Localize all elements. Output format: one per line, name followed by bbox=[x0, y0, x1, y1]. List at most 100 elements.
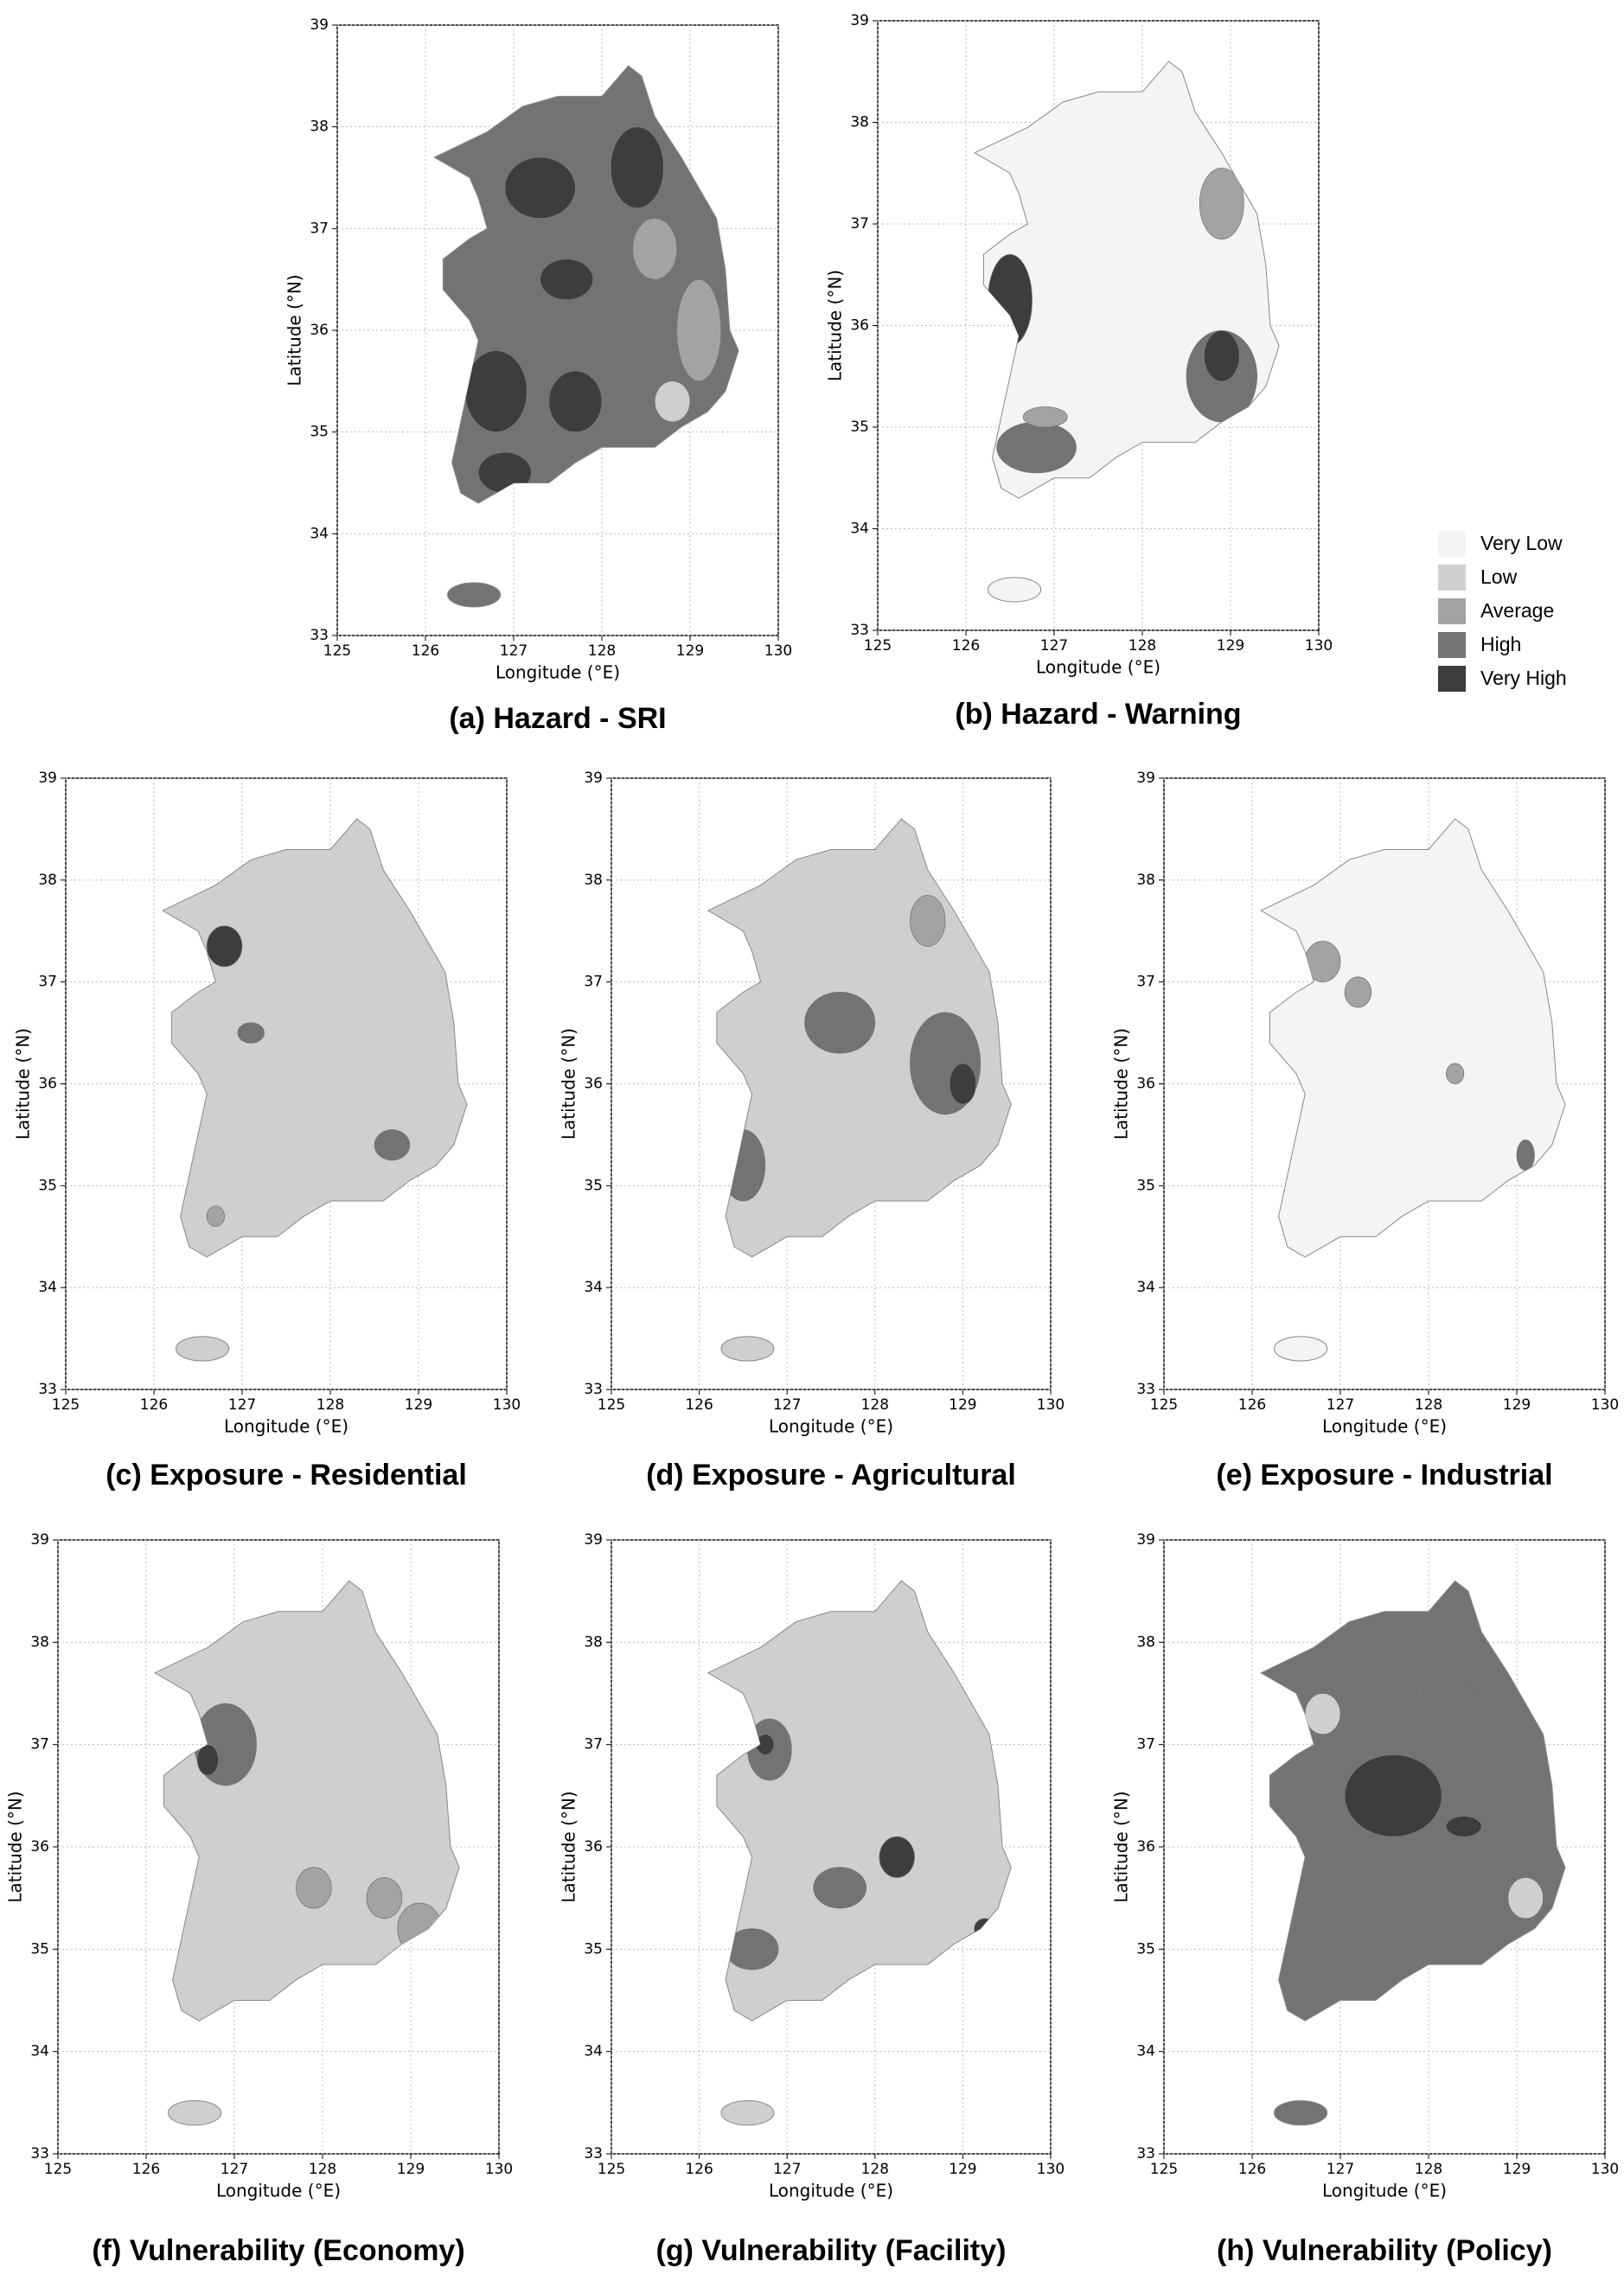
y-axis-label: Latitude (°N) bbox=[1111, 1791, 1132, 1902]
region-patch bbox=[1199, 167, 1244, 240]
y-tick-label: 39 bbox=[310, 16, 329, 34]
regions bbox=[464, 126, 722, 494]
x-tick-label: 128 bbox=[861, 1396, 889, 1414]
y-tick-label: 37 bbox=[1136, 974, 1155, 991]
region-patch bbox=[548, 370, 603, 433]
y-tick-label: 37 bbox=[30, 1736, 49, 1753]
x-tick-label: 125 bbox=[598, 2161, 625, 2178]
y-tick-label: 39 bbox=[1136, 770, 1155, 787]
x-tick-label: 128 bbox=[1415, 2161, 1442, 2178]
region-patch bbox=[464, 350, 527, 433]
y-tick-label: 36 bbox=[1136, 1838, 1155, 1856]
x-tick-label: 126 bbox=[685, 2161, 713, 2178]
region-patch bbox=[1344, 976, 1372, 1008]
y-tick-label: 38 bbox=[584, 1633, 603, 1651]
x-tick-label: 126 bbox=[685, 1396, 713, 1414]
x-tick-label: 129 bbox=[949, 1396, 976, 1414]
y-tick-label: 36 bbox=[310, 322, 329, 339]
y-axis-label: Latitude (°N) bbox=[559, 1791, 579, 1902]
legend-label: Low bbox=[1480, 565, 1518, 588]
y-tick-label: 39 bbox=[584, 770, 603, 787]
y-tick-label: 38 bbox=[584, 872, 603, 889]
y-axis-label: Latitude (°N) bbox=[13, 1028, 34, 1140]
y-tick-label: 37 bbox=[850, 215, 869, 233]
region-patch bbox=[813, 1867, 867, 1909]
x-tick-label: 130 bbox=[764, 642, 792, 660]
x-tick-label: 127 bbox=[1327, 2161, 1354, 2178]
legend-swatch bbox=[1438, 531, 1466, 557]
panel-title: (b) Hazard - Warning bbox=[955, 698, 1241, 731]
x-tick-label: 127 bbox=[773, 1396, 801, 1414]
y-tick-label: 34 bbox=[310, 525, 329, 542]
panel-title: (e) Exposure - Industrial bbox=[1216, 1459, 1552, 1492]
y-tick-label: 38 bbox=[38, 872, 57, 889]
x-tick-label: 125 bbox=[1150, 2161, 1178, 2178]
region-patch bbox=[1446, 1063, 1465, 1084]
region-patch bbox=[1516, 1139, 1535, 1172]
y-tick-label: 33 bbox=[1136, 1381, 1155, 1398]
y-tick-label: 36 bbox=[584, 1076, 603, 1093]
x-tick-label: 127 bbox=[228, 1396, 256, 1414]
region-patch bbox=[237, 1022, 265, 1044]
region-patch bbox=[996, 421, 1077, 474]
y-tick-label: 35 bbox=[584, 1177, 603, 1194]
region-patch bbox=[654, 380, 691, 423]
y-tick-label: 33 bbox=[584, 2145, 603, 2162]
region-patch bbox=[804, 992, 876, 1054]
map-panel: 125 126 127 128 129 130 33 34 35 36 37 38 39 Longitud… bbox=[559, 1531, 1065, 2267]
y-tick-label: 35 bbox=[1136, 1940, 1155, 1958]
x-tick-label: 125 bbox=[598, 1396, 625, 1414]
legend-label: Very High bbox=[1480, 667, 1567, 689]
y-tick-label: 33 bbox=[38, 1381, 57, 1398]
x-tick-label: 127 bbox=[1327, 1396, 1354, 1414]
y-tick-label: 37 bbox=[584, 974, 603, 991]
region-patch bbox=[1022, 406, 1068, 428]
region-patch bbox=[1344, 1754, 1442, 1837]
y-tick-label: 35 bbox=[310, 424, 329, 441]
y-axis-label: Latitude (°N) bbox=[1111, 1028, 1132, 1140]
x-tick-label: 125 bbox=[323, 642, 351, 660]
legend-swatch bbox=[1438, 565, 1466, 591]
y-tick-label: 38 bbox=[1136, 1633, 1155, 1651]
island bbox=[447, 582, 502, 608]
region-patch bbox=[632, 218, 678, 280]
x-tick-label: 127 bbox=[1040, 637, 1068, 655]
region-patch bbox=[1204, 329, 1240, 382]
region-patch bbox=[676, 278, 722, 382]
x-tick-label: 127 bbox=[221, 2161, 248, 2178]
legend-swatch bbox=[1438, 666, 1466, 692]
land bbox=[707, 1580, 1012, 2022]
x-axis-label: Longitude (°E) bbox=[224, 1416, 348, 1437]
region-patch bbox=[206, 1205, 225, 1227]
legend: Very Low Low Average High Very High bbox=[1438, 531, 1567, 692]
x-tick-label: 126 bbox=[140, 1396, 168, 1414]
region-patch bbox=[1446, 1816, 1482, 1837]
x-axis-label: Longitude (°E) bbox=[769, 2181, 893, 2201]
map-panel: 125 126 127 128 129 130 33 34 35 36 37 38 39 Longitud… bbox=[1111, 770, 1620, 1492]
map-panel: 125 126 127 128 129 130 33 34 35 36 37 38 39 Longitud… bbox=[1111, 1531, 1620, 2267]
x-tick-label: 128 bbox=[588, 642, 616, 660]
x-tick-label: 128 bbox=[309, 2161, 336, 2178]
x-tick-label: 128 bbox=[1128, 637, 1156, 655]
x-tick-label: 130 bbox=[1591, 2161, 1619, 2178]
region-patch bbox=[374, 1129, 411, 1161]
legend-swatch bbox=[1438, 632, 1466, 658]
region-patch bbox=[504, 156, 576, 219]
y-axis-label: Latitude (°N) bbox=[559, 1028, 579, 1140]
x-tick-label: 127 bbox=[773, 2161, 801, 2178]
x-axis-label: Longitude (°E) bbox=[496, 662, 620, 683]
y-tick-label: 34 bbox=[1136, 1279, 1155, 1296]
y-tick-label: 38 bbox=[850, 114, 869, 131]
y-tick-label: 35 bbox=[850, 418, 869, 436]
region-patch bbox=[196, 1744, 220, 1776]
island bbox=[168, 2099, 222, 2126]
map-panel: 125 126 127 128 129 130 33 34 35 36 37 38 39 Longitud… bbox=[5, 1531, 514, 2267]
island bbox=[1274, 2099, 1328, 2126]
panel-title: (h) Vulnerability (Policy) bbox=[1217, 2234, 1552, 2267]
x-tick-label: 125 bbox=[44, 2161, 72, 2178]
regions bbox=[988, 167, 1257, 474]
y-tick-label: 33 bbox=[1136, 2145, 1155, 2162]
legend-label: High bbox=[1480, 633, 1521, 655]
x-tick-label: 126 bbox=[132, 2161, 160, 2178]
